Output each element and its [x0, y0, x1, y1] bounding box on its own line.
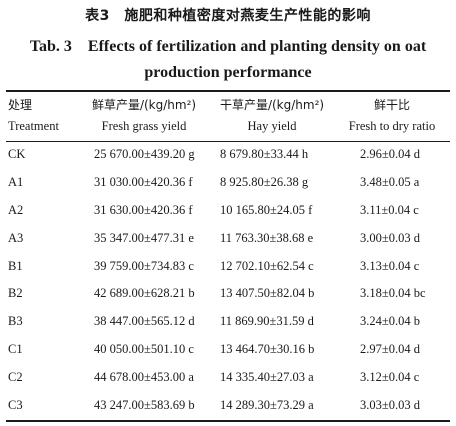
- cell-fresh-grass-yield: 25 670.00±439.20 g: [94, 147, 195, 162]
- cell-fresh-to-dry-ratio: 2.96±0.04 d: [360, 147, 420, 162]
- cell-fresh-to-dry-ratio: 3.00±0.03 d: [360, 230, 420, 245]
- header-fresh-to-dry-ratio: 鲜干比 Fresh to dry ratio: [334, 91, 450, 141]
- cell-fresh-grass-yield: 44 678.00±453.00 a: [94, 369, 194, 384]
- cell-fresh-to-dry-ratio: 3.11±0.04 c: [360, 202, 419, 217]
- header-fresh-grass-yield-cn: 鲜草产量/(kg/hm²): [91, 98, 197, 112]
- cell-hay-yield: 11 763.30±38.68 e: [220, 230, 314, 245]
- cell-fresh-grass-yield: 38 447.00±565.12 d: [94, 314, 195, 329]
- cell-fresh-grass-yield: 31 630.00±420.36 f: [94, 202, 193, 217]
- table-caption-english-line2: production performance: [144, 64, 312, 81]
- cell-treatment: A2: [8, 202, 24, 217]
- cell-hay-yield: 8 679.80±33.44 h: [220, 147, 309, 162]
- cell-fresh-to-dry-ratio: 3.18±0.04 bc: [360, 286, 426, 301]
- header-hay-yield-cn: 干草产量/(kg/hm²): [219, 98, 325, 112]
- table-row: CK 25 670.00±439.20 g 8 679.80±33.44 h 2…: [6, 141, 450, 169]
- table-bottom-rule: [6, 420, 450, 422]
- table-row: C3 43 247.00±583.69 b 14 289.30±73.29 a …: [6, 391, 450, 419]
- header-hay-yield: 干草产量/(kg/hm²) Hay yield: [210, 91, 334, 141]
- cell-fresh-to-dry-ratio: 3.12±0.04 c: [360, 369, 420, 384]
- cell-fresh-grass-yield: 42 689.00±628.21 b: [94, 286, 195, 301]
- cell-treatment: C3: [8, 397, 23, 412]
- header-treatment-cn: 处理: [8, 98, 33, 112]
- table-caption-english: Tab. 3 Effects of fertilization and plan…: [0, 34, 456, 86]
- header-fresh-to-dry-ratio-cn: 鲜干比: [373, 98, 410, 112]
- cell-treatment: B1: [8, 258, 23, 273]
- cell-hay-yield: 10 165.80±24.05 f: [220, 202, 313, 217]
- cell-treatment: C2: [8, 369, 23, 384]
- header-fresh-to-dry-ratio-en: Fresh to dry ratio: [348, 119, 436, 133]
- cell-fresh-to-dry-ratio: 3.03±0.03 d: [360, 397, 420, 412]
- table-row: A1 31 030.00±420.36 f 8 925.80±26.38 g 3…: [6, 169, 450, 197]
- cell-fresh-to-dry-ratio: 3.13±0.04 c: [360, 258, 420, 273]
- cell-fresh-grass-yield: 43 247.00±583.69 b: [94, 397, 195, 412]
- cell-fresh-to-dry-ratio: 3.48±0.05 a: [360, 175, 420, 190]
- cell-treatment: B2: [8, 286, 23, 301]
- cell-hay-yield: 13 407.50±82.04 b: [220, 286, 315, 301]
- cell-hay-yield: 14 289.30±73.29 a: [220, 397, 314, 412]
- table-row: B1 39 759.00±734.83 c 12 702.10±62.54 c …: [6, 252, 450, 280]
- header-treatment-en: Treatment: [8, 119, 59, 133]
- table-row: B3 38 447.00±565.12 d 11 869.90±31.59 d …: [6, 308, 450, 336]
- table-top-rule: [6, 90, 450, 92]
- table-header-row: 处理 Treatment 鲜草产量/(kg/hm²) Fresh grass y…: [6, 91, 450, 141]
- cell-hay-yield: 14 335.40±27.03 a: [220, 369, 314, 384]
- cell-fresh-grass-yield: 35 347.00±477.31 e: [94, 230, 194, 245]
- cell-fresh-to-dry-ratio: 2.97±0.04 d: [360, 341, 420, 356]
- cell-hay-yield: 8 925.80±26.38 g: [220, 175, 309, 190]
- table-caption-english-line1: Tab. 3 Effects of fertilization and plan…: [29, 38, 427, 55]
- header-fresh-grass-yield: 鲜草产量/(kg/hm²) Fresh grass yield: [78, 91, 210, 141]
- table-row: B2 42 689.00±628.21 b 13 407.50±82.04 b …: [6, 280, 450, 308]
- cell-hay-yield: 12 702.10±62.54 c: [220, 258, 314, 273]
- cell-fresh-grass-yield: 31 030.00±420.36 f: [94, 175, 193, 190]
- cell-fresh-grass-yield: 40 050.00±501.10 c: [94, 341, 194, 356]
- table-header-rule: [6, 141, 450, 142]
- oat-production-table: 处理 Treatment 鲜草产量/(kg/hm²) Fresh grass y…: [6, 91, 450, 419]
- header-hay-yield-en: Hay yield: [247, 119, 297, 133]
- cell-fresh-grass-yield: 39 759.00±734.83 c: [94, 258, 194, 273]
- cell-fresh-to-dry-ratio: 3.24±0.04 b: [360, 314, 420, 329]
- cell-treatment: CK: [8, 147, 26, 162]
- table-caption-chinese: 表3 施肥和种植密度对燕麦生产性能的影响: [85, 8, 371, 24]
- cell-treatment: A3: [8, 230, 24, 245]
- cell-treatment: B3: [8, 314, 23, 329]
- cell-treatment: A1: [8, 175, 24, 190]
- table-row: C2 44 678.00±453.00 a 14 335.40±27.03 a …: [6, 363, 450, 391]
- table-row: A2 31 630.00±420.36 f 10 165.80±24.05 f …: [6, 197, 450, 225]
- table-row: A3 35 347.00±477.31 e 11 763.30±38.68 e …: [6, 224, 450, 252]
- cell-treatment: C1: [8, 341, 23, 356]
- header-treatment: 处理 Treatment: [6, 91, 78, 141]
- cell-hay-yield: 11 869.90±31.59 d: [220, 314, 314, 329]
- table-row: C1 40 050.00±501.10 c 13 464.70±30.16 b …: [6, 336, 450, 364]
- header-fresh-grass-yield-en: Fresh grass yield: [101, 119, 187, 133]
- cell-hay-yield: 13 464.70±30.16 b: [220, 341, 315, 356]
